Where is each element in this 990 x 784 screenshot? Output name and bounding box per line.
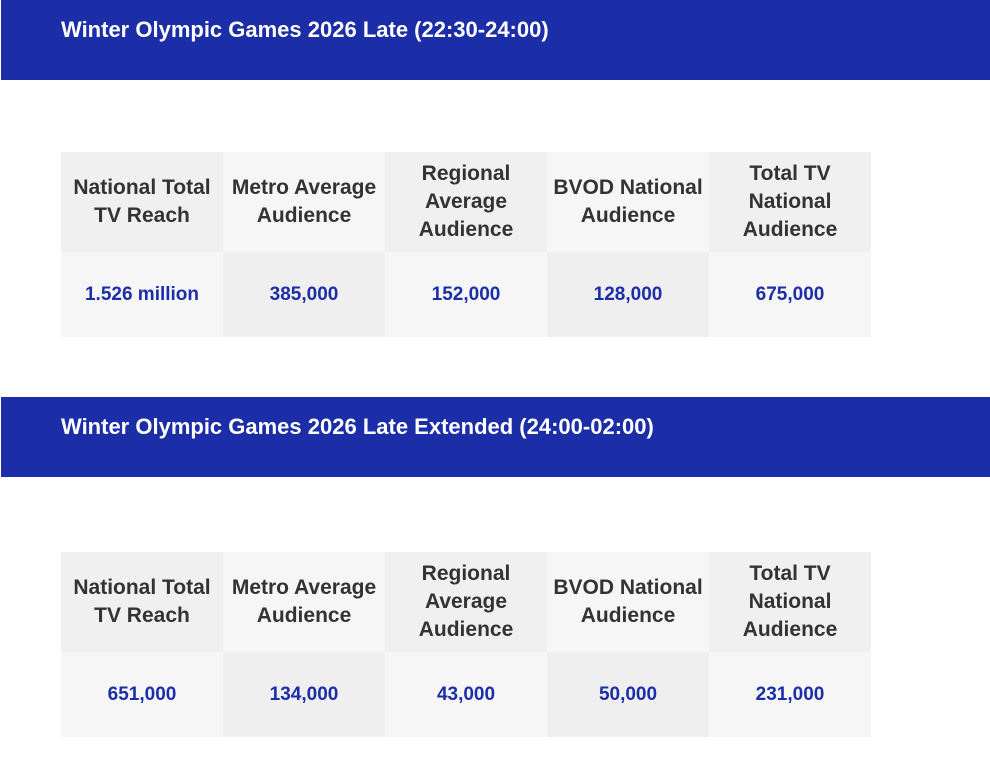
value-total-tv-audience: 675,000 bbox=[709, 252, 871, 337]
value-regional-audience: 152,000 bbox=[385, 252, 547, 337]
value-total-tv-audience: 231,000 bbox=[709, 652, 871, 737]
column-header-national-reach: National Total TV Reach bbox=[61, 152, 223, 252]
stats-table-late-extended: National Total TV Reach Metro Average Au… bbox=[61, 552, 871, 737]
section-title: Winter Olympic Games 2026 Late Extended … bbox=[61, 414, 654, 439]
column-header-national-reach: National Total TV Reach bbox=[61, 552, 223, 652]
column-header-total-tv-audience: Total TV National Audience bbox=[709, 552, 871, 652]
section-title: Winter Olympic Games 2026 Late (22:30-24… bbox=[61, 17, 549, 42]
section-header-late: Winter Olympic Games 2026 Late (22:30-24… bbox=[1, 0, 990, 80]
column-header-metro-audience: Metro Average Audience bbox=[223, 552, 385, 652]
column-header-bvod-audience: BVOD National Audience bbox=[547, 152, 709, 252]
value-bvod-audience: 50,000 bbox=[547, 652, 709, 737]
value-metro-audience: 134,000 bbox=[223, 652, 385, 737]
stats-table-late: National Total TV Reach Metro Average Au… bbox=[61, 152, 871, 337]
value-national-reach: 651,000 bbox=[61, 652, 223, 737]
value-metro-audience: 385,000 bbox=[223, 252, 385, 337]
column-header-metro-audience: Metro Average Audience bbox=[223, 152, 385, 252]
column-header-bvod-audience: BVOD National Audience bbox=[547, 552, 709, 652]
column-header-total-tv-audience: Total TV National Audience bbox=[709, 152, 871, 252]
section-header-late-extended: Winter Olympic Games 2026 Late Extended … bbox=[1, 397, 990, 477]
column-header-regional-audience: Regional Average Audience bbox=[385, 152, 547, 252]
value-regional-audience: 43,000 bbox=[385, 652, 547, 737]
value-national-reach: 1.526 million bbox=[61, 252, 223, 337]
column-header-regional-audience: Regional Average Audience bbox=[385, 552, 547, 652]
value-bvod-audience: 128,000 bbox=[547, 252, 709, 337]
